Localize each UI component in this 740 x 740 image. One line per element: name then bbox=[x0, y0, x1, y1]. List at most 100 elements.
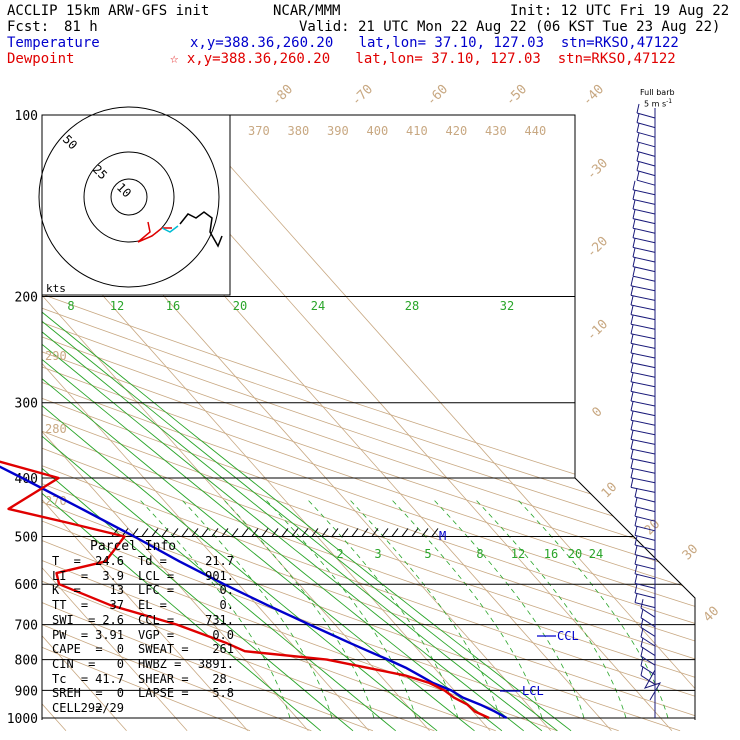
init-time: Init: 12 UTC Fri 19 Aug 22 bbox=[510, 3, 730, 19]
hatch-mark bbox=[111, 528, 119, 537]
wind-barb-feather bbox=[632, 238, 636, 248]
temperature-label: Temperature bbox=[7, 35, 100, 51]
dry-adiabat bbox=[42, 115, 496, 732]
wind-barb bbox=[630, 285, 656, 292]
parcel-key: LAPSE = bbox=[138, 686, 189, 701]
hatch-mark bbox=[391, 528, 399, 537]
hatch-mark bbox=[281, 528, 289, 537]
wind-barb-feather bbox=[640, 666, 644, 676]
wind-barb-feather bbox=[630, 459, 634, 469]
parcel-value: 0 bbox=[116, 686, 124, 701]
pressure-label: 900 bbox=[15, 684, 38, 699]
wind-barb bbox=[636, 122, 656, 129]
isotherm bbox=[42, 115, 309, 732]
hodo-ring-50 bbox=[38, 106, 220, 288]
mixing-ratio-label: 24 bbox=[311, 299, 325, 313]
parcel-value: 37 bbox=[109, 598, 124, 613]
wind-barb bbox=[634, 496, 656, 503]
dry-adiabat bbox=[42, 115, 695, 732]
wind-barb bbox=[636, 112, 656, 119]
isotherm-label: -10 bbox=[584, 317, 611, 344]
hatch-mark bbox=[431, 528, 439, 537]
isotherm-label: -40 bbox=[580, 82, 607, 109]
pressure-label: 1000 bbox=[7, 712, 38, 727]
wind-barb bbox=[630, 467, 656, 474]
mixing-ratio-label: 8 bbox=[67, 299, 74, 313]
hatch-mark bbox=[171, 528, 179, 537]
wind-barb-feather bbox=[632, 219, 636, 229]
wind-barb bbox=[630, 333, 656, 340]
wind-barb bbox=[640, 626, 656, 637]
mixing-ratio-label: 16 bbox=[166, 299, 180, 313]
parcel-value: 0 bbox=[116, 642, 124, 657]
isotherm bbox=[42, 115, 430, 732]
dry-adiabat bbox=[42, 115, 374, 732]
parcel-key: CELL = bbox=[52, 701, 103, 715]
wind-barb-feather bbox=[630, 305, 634, 315]
hatch-mark bbox=[311, 528, 319, 537]
wind-barb-feather bbox=[636, 103, 640, 114]
wind-barb-feather bbox=[636, 142, 640, 152]
wind-barbs bbox=[630, 103, 662, 718]
theta-label: 280 bbox=[45, 422, 67, 436]
isotherm-label: -70 bbox=[349, 82, 376, 109]
isotherm-label: 10 bbox=[599, 480, 621, 502]
mixing-ratio-label: 20 bbox=[568, 547, 582, 561]
hatch-mark bbox=[301, 528, 309, 537]
wind-barb bbox=[634, 573, 656, 580]
parcel-value: 0. bbox=[219, 583, 234, 598]
dry-adiabat bbox=[42, 115, 251, 732]
wind-barb-feather bbox=[634, 526, 638, 536]
forecast-label: Fcst: bbox=[7, 19, 50, 35]
parcel-value: 0. bbox=[219, 598, 234, 613]
wind-barb bbox=[632, 198, 656, 205]
mixing-ratio-label: 8 bbox=[476, 547, 483, 561]
theta-label: 400 bbox=[367, 124, 389, 138]
wind-barb-feather bbox=[640, 637, 644, 647]
hatch-mark bbox=[161, 528, 169, 537]
wind-barb-feather bbox=[630, 372, 634, 382]
pressure-label: 800 bbox=[15, 654, 38, 669]
parcel-value: 292/29 bbox=[80, 701, 124, 715]
dewpoint-trace bbox=[0, 460, 490, 720]
hatch-mark bbox=[261, 528, 269, 537]
mixing-ratio-line bbox=[42, 296, 396, 732]
isotherm-label: 30 bbox=[680, 542, 702, 564]
wind-barb bbox=[636, 179, 656, 186]
mixing-ratio-label: 20 bbox=[233, 299, 247, 313]
wind-barb-feather bbox=[634, 593, 638, 603]
wind-barb-feather bbox=[636, 123, 640, 133]
pressure-label: 600 bbox=[15, 578, 38, 593]
parcel-key: SREH = bbox=[52, 686, 103, 701]
wind-barb bbox=[630, 304, 656, 311]
hatch-mark bbox=[181, 528, 189, 537]
parcel-value: 2.6 bbox=[102, 612, 124, 627]
wind-barb-feather bbox=[630, 334, 634, 344]
mixing-ratio-label: 3 bbox=[374, 547, 381, 561]
wind-barb bbox=[630, 314, 656, 321]
wind-barb bbox=[640, 636, 656, 647]
theta-label: 370 bbox=[248, 124, 270, 138]
isotherm bbox=[42, 115, 491, 732]
wind-barb bbox=[634, 515, 656, 522]
wind-barb-feather bbox=[630, 324, 634, 334]
wind-barb-feather bbox=[630, 468, 634, 478]
moist-adiabat bbox=[265, 499, 417, 719]
wind-barb bbox=[640, 607, 656, 618]
parcel-value: 0.0 bbox=[212, 627, 234, 642]
moist-adiabat bbox=[517, 499, 669, 719]
wind-barb-feather bbox=[634, 507, 638, 517]
wind-barb bbox=[630, 342, 656, 349]
wind-barb bbox=[634, 525, 656, 532]
wind-legend-sup: -1 bbox=[666, 98, 673, 105]
parcel-value: 3.9 bbox=[102, 568, 124, 583]
parcel-value: 41.7 bbox=[95, 671, 124, 686]
wind-barb-feather bbox=[632, 247, 636, 258]
mixing-ratio-label: 16 bbox=[544, 547, 558, 561]
isotherm bbox=[42, 115, 188, 732]
wind-barb-feather bbox=[640, 608, 644, 618]
parcel-key: LCL = bbox=[138, 568, 175, 583]
isotherm-label: -30 bbox=[584, 156, 611, 183]
pressure-label: 700 bbox=[15, 619, 38, 634]
theta-label: 420 bbox=[446, 124, 468, 138]
